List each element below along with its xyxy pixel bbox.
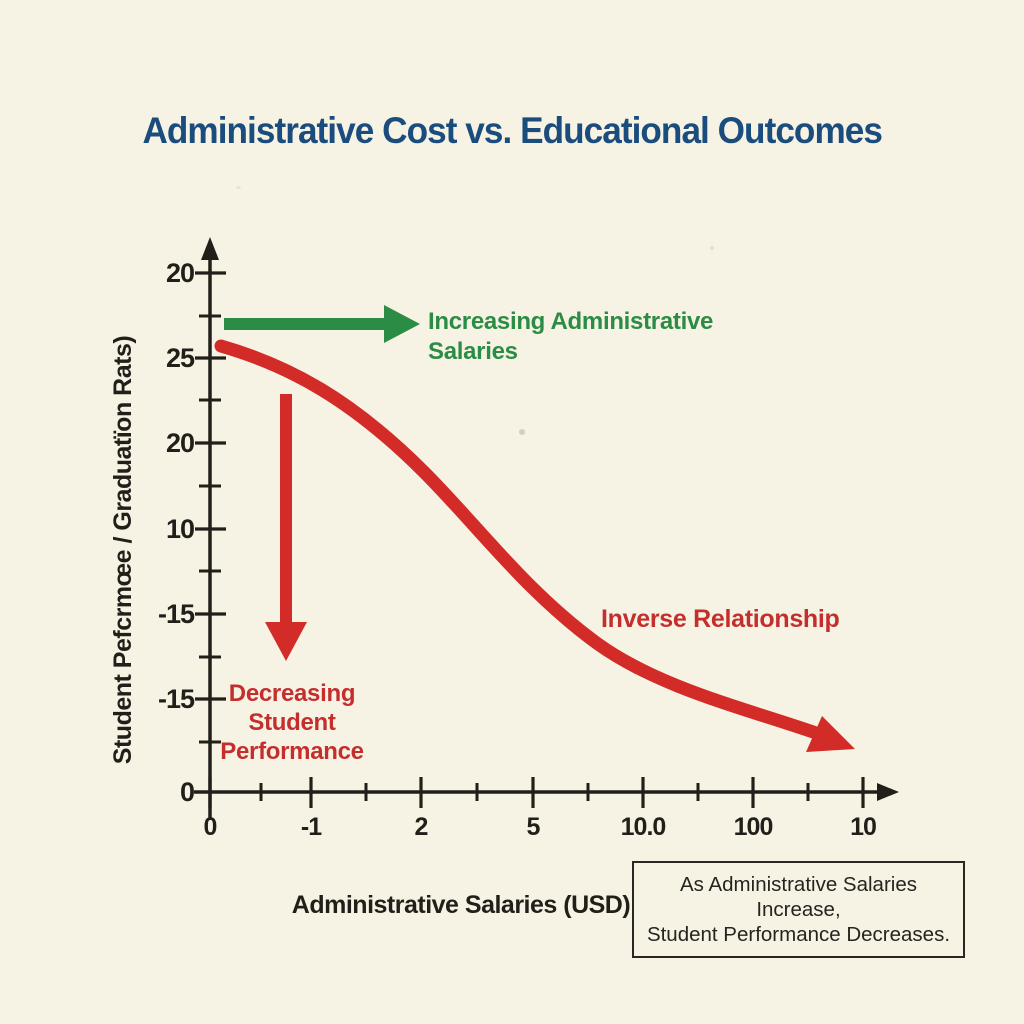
decreasing-performance-arrow-icon bbox=[265, 394, 307, 661]
x-tick-label: -1 bbox=[300, 813, 322, 841]
paper-speck bbox=[710, 246, 714, 250]
x-axis-minor-ticks bbox=[259, 783, 810, 801]
x-tick-label: 100 bbox=[733, 813, 774, 841]
x-tick-label: 0 bbox=[203, 813, 218, 841]
increasing-salaries-arrow-icon bbox=[224, 305, 420, 343]
y-tick-label: 20 bbox=[165, 258, 195, 288]
y-axis-minor-ticks bbox=[199, 314, 221, 744]
annotation-inverse-relationship: Inverse Relationship bbox=[601, 605, 840, 633]
annotation-increasing-salaries: Increasing Administrative Salaries bbox=[428, 307, 713, 367]
x-tick-label: 10.0 bbox=[620, 813, 667, 841]
page-title-text: Administrative Cost vs. Educational Outc… bbox=[142, 110, 882, 151]
x-axis-title: Administrative Salaries (USD) bbox=[291, 891, 631, 919]
x-tick-label: 2 bbox=[414, 813, 429, 841]
inverse-relationship-curve bbox=[214, 339, 855, 752]
x-tick-label: 10 bbox=[850, 813, 877, 841]
annotation-line: Performance bbox=[220, 738, 364, 765]
y-origin-label: 0 bbox=[179, 777, 195, 807]
annotation-decreasing-performance: Decreasing Student Performance bbox=[213, 679, 371, 766]
page-title: Administrative Cost vs. Educational Outc… bbox=[0, 110, 1024, 152]
note-box: As Administrative Salaries Increase, Stu… bbox=[632, 861, 965, 958]
paper-speck bbox=[519, 429, 525, 435]
note-line: As Administrative Salaries Increase, bbox=[680, 873, 917, 921]
y-axis-arrowhead-icon bbox=[201, 237, 219, 260]
annotation-line: Increasing Administrative bbox=[428, 308, 714, 335]
y-tick-label: 25 bbox=[165, 343, 195, 373]
x-axis-arrowhead-icon bbox=[877, 783, 899, 801]
y-axis-major-ticks bbox=[195, 271, 226, 701]
paper-speck bbox=[236, 186, 241, 189]
x-axis-major-ticks bbox=[208, 777, 865, 808]
curve-arrowhead-icon bbox=[806, 716, 855, 752]
y-axis-title: Student Pefcrmœe / Graduatïon Rats) bbox=[109, 335, 137, 765]
annotation-line: Student bbox=[248, 709, 336, 736]
note-line: Student Performance Decreases. bbox=[646, 923, 951, 946]
y-tick-label: -15 bbox=[157, 684, 195, 714]
x-tick-label: 5 bbox=[526, 813, 541, 841]
y-tick-label: -15 bbox=[157, 599, 195, 629]
y-tick-label: 10 bbox=[165, 514, 195, 544]
annotation-line: Salaries bbox=[428, 338, 518, 365]
annotation-line: Decreasing bbox=[228, 680, 356, 707]
y-tick-label: 20 bbox=[165, 428, 195, 458]
